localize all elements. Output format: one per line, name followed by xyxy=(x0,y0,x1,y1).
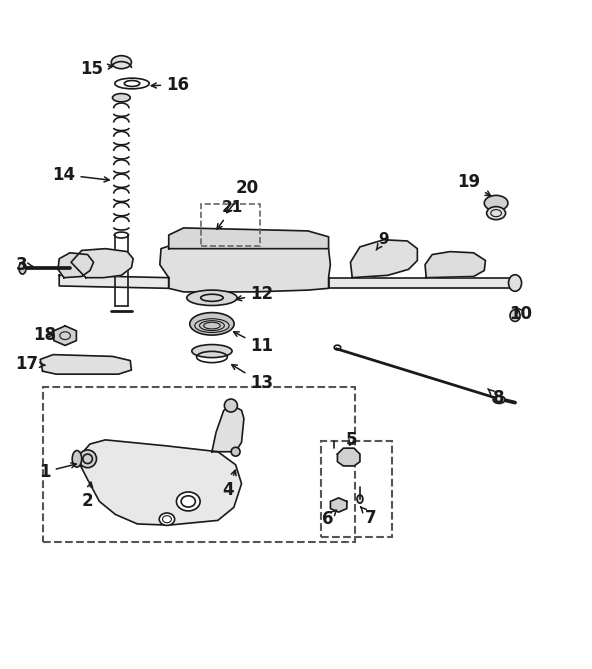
Text: 4: 4 xyxy=(223,470,236,498)
Polygon shape xyxy=(77,440,242,525)
Text: 21: 21 xyxy=(217,200,243,229)
Text: 3: 3 xyxy=(16,256,33,274)
Ellipse shape xyxy=(484,195,508,211)
Ellipse shape xyxy=(176,492,200,511)
Bar xyxy=(321,441,392,537)
Text: 5: 5 xyxy=(346,431,358,449)
Bar xyxy=(201,204,260,246)
Ellipse shape xyxy=(79,450,96,468)
Text: 8: 8 xyxy=(488,389,504,407)
Ellipse shape xyxy=(111,56,131,69)
Polygon shape xyxy=(212,405,244,452)
Ellipse shape xyxy=(159,513,175,525)
Polygon shape xyxy=(40,355,131,374)
Text: 1: 1 xyxy=(39,463,76,481)
Polygon shape xyxy=(329,278,515,288)
Ellipse shape xyxy=(487,207,506,219)
Text: 13: 13 xyxy=(231,365,274,392)
Ellipse shape xyxy=(72,450,82,467)
Ellipse shape xyxy=(186,290,237,306)
Ellipse shape xyxy=(19,262,26,274)
Bar xyxy=(43,387,355,542)
Text: 18: 18 xyxy=(34,326,56,343)
Text: 17: 17 xyxy=(15,355,45,373)
Text: 14: 14 xyxy=(52,166,109,184)
Text: 7: 7 xyxy=(361,507,377,527)
Text: 19: 19 xyxy=(457,173,491,196)
Polygon shape xyxy=(330,498,347,512)
Ellipse shape xyxy=(192,345,232,358)
Polygon shape xyxy=(425,252,485,278)
Ellipse shape xyxy=(231,448,240,456)
Ellipse shape xyxy=(112,94,130,102)
Text: 16: 16 xyxy=(152,76,189,94)
Ellipse shape xyxy=(189,312,234,335)
Ellipse shape xyxy=(224,399,237,412)
Text: 11: 11 xyxy=(234,332,273,355)
Polygon shape xyxy=(160,239,330,292)
Ellipse shape xyxy=(509,275,522,291)
Text: 10: 10 xyxy=(510,305,532,322)
Polygon shape xyxy=(54,326,76,345)
Polygon shape xyxy=(337,448,360,466)
Ellipse shape xyxy=(357,495,363,503)
Text: 15: 15 xyxy=(81,60,113,78)
Text: 12: 12 xyxy=(236,285,274,303)
Ellipse shape xyxy=(510,310,520,322)
Text: 6: 6 xyxy=(321,510,336,529)
Polygon shape xyxy=(169,228,329,249)
Polygon shape xyxy=(58,253,94,278)
Text: 20: 20 xyxy=(227,179,259,213)
Text: 2: 2 xyxy=(82,482,94,510)
Polygon shape xyxy=(71,249,133,278)
Polygon shape xyxy=(350,240,417,278)
Polygon shape xyxy=(59,276,169,288)
Text: 9: 9 xyxy=(376,232,389,250)
Ellipse shape xyxy=(493,396,505,403)
